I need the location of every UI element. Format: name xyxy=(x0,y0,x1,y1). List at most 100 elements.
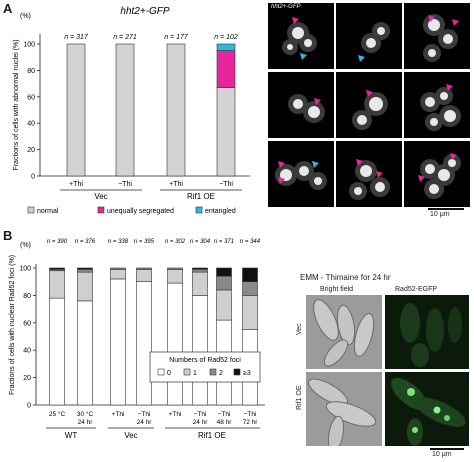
n-label-b: n = 344 xyxy=(240,239,261,245)
y-tick-label-b: 40 xyxy=(23,348,31,355)
bar-b-2 xyxy=(216,275,232,291)
col-label-brightfield: Bright field xyxy=(320,286,354,293)
legend-swatch-b xyxy=(183,368,191,376)
scale-bar-a xyxy=(428,208,464,210)
bar-b-1 xyxy=(242,295,258,330)
bar-a-normal xyxy=(115,43,135,177)
chart-b-unit: (%) xyxy=(20,242,31,249)
scale-bar-b xyxy=(430,448,464,450)
group-label-rif1oe-b: Rif1 OE xyxy=(198,431,226,440)
nucleus xyxy=(287,44,293,50)
bar-b-2 xyxy=(192,269,208,273)
nucleus xyxy=(448,159,456,167)
micrograph-image-a xyxy=(423,14,459,62)
arrowhead-marker xyxy=(300,53,307,60)
legend-swatch-a xyxy=(27,206,35,214)
bar-b-1 xyxy=(167,269,183,284)
nucleus xyxy=(443,34,453,44)
n-label-b: n = 338 xyxy=(108,239,129,245)
legend-swatch-b xyxy=(209,368,217,376)
micrograph-image-a xyxy=(288,94,325,123)
row-label-rif1oe: Rif1 OE xyxy=(296,385,303,410)
x-tick-label-b: −Thi xyxy=(138,411,151,418)
bar-b-1 xyxy=(49,270,65,299)
legend-swatch-a xyxy=(97,206,105,214)
arrowhead-marker xyxy=(314,98,321,105)
legend-label-b: ≥3 xyxy=(243,370,251,377)
nucleus xyxy=(429,184,439,194)
micrograph-image-a xyxy=(275,161,327,190)
group-label-vec: Vec xyxy=(94,192,107,201)
x-tick-label-b: +Thi xyxy=(169,411,182,418)
legend-swatch-a xyxy=(195,206,203,214)
x-sublabel-b: 72 hr xyxy=(243,419,259,426)
chart-a-unit: (%) xyxy=(20,13,31,20)
y-tick-label-a: 0 xyxy=(31,174,35,181)
rad52-rif1oe xyxy=(385,372,469,446)
micrograph-cell-a xyxy=(336,141,402,207)
legend-label-b: 0 xyxy=(167,370,171,377)
arrowhead-marker xyxy=(312,161,319,168)
legend-label-a: unequally segregated xyxy=(107,208,174,215)
n-label-a: n = 271 xyxy=(113,34,137,41)
nucleus xyxy=(360,165,372,177)
bar-b-1 xyxy=(77,271,93,302)
bar-b-3 xyxy=(77,267,93,270)
group-label-vec-b: Vec xyxy=(124,431,137,440)
n-label-a: n = 177 xyxy=(164,34,189,41)
x-sublabel-b: 24 hr xyxy=(137,419,153,426)
nucleus xyxy=(292,27,304,39)
micrograph-image-a xyxy=(352,90,388,130)
legend-swatch-b xyxy=(233,368,241,376)
nucleus xyxy=(425,164,435,174)
bar-b-3 xyxy=(192,267,208,270)
arrowhead-marker xyxy=(450,153,457,160)
chart-a-title: hht2+-GFP xyxy=(120,6,170,17)
micrograph-image-a xyxy=(282,17,317,60)
legend-swatch-b xyxy=(157,368,165,376)
y-tick-label-b: 20 xyxy=(23,375,31,382)
bar-b-2 xyxy=(77,269,93,273)
y-tick-label-a: 40 xyxy=(27,121,35,128)
y-tick-label-b: 80 xyxy=(23,293,31,300)
bar-a-normal xyxy=(216,87,236,177)
nucleus xyxy=(444,110,456,122)
legend-label-a: normal xyxy=(37,208,59,215)
panel-b-letter: B xyxy=(3,228,13,243)
bar-b-0 xyxy=(192,295,208,406)
nucleus xyxy=(440,92,448,100)
n-label-b: n = 376 xyxy=(75,239,96,245)
bar-b-2 xyxy=(110,267,126,270)
x-sublabel-b: 48 hr xyxy=(217,419,233,426)
y-tick-label-a: 60 xyxy=(27,94,35,101)
y-tick-label-a: 100 xyxy=(23,42,35,49)
n-label-a: n = 317 xyxy=(64,34,89,41)
arrowhead-marker xyxy=(452,19,459,26)
x-tick-label-a: −Thi xyxy=(118,181,132,188)
n-label-b: n = 395 xyxy=(134,239,155,245)
micrograph-image-a xyxy=(349,159,390,200)
nucleus xyxy=(428,49,436,57)
bar-b-0 xyxy=(49,297,65,406)
bar-b-0 xyxy=(77,300,93,406)
n-label-a: n = 102 xyxy=(214,34,238,41)
arrowhead-marker xyxy=(358,55,365,62)
bar-b-0 xyxy=(110,278,126,406)
x-tick-label-a: −Thi xyxy=(219,181,233,188)
nucleus xyxy=(428,19,440,31)
nucleus xyxy=(357,115,367,125)
col-label-rad52: Rad52-EGFP xyxy=(395,286,438,293)
x-tick-label-b: −Thi xyxy=(244,411,257,418)
bar-a-normal xyxy=(66,43,86,177)
bar-b-3 xyxy=(216,267,232,277)
arrowhead-marker xyxy=(356,159,363,166)
bar-b-3 xyxy=(49,267,65,270)
micrograph-cell-a xyxy=(404,72,470,138)
n-label-b: n = 371 xyxy=(214,239,234,245)
bar-b-1 xyxy=(136,269,152,282)
nucleus xyxy=(430,118,438,126)
x-tick-label-a: +Thi xyxy=(169,181,183,188)
nucleus xyxy=(375,182,385,192)
bar-b-2 xyxy=(167,267,183,270)
micro-a-label: hht2+-GFP xyxy=(271,4,301,10)
